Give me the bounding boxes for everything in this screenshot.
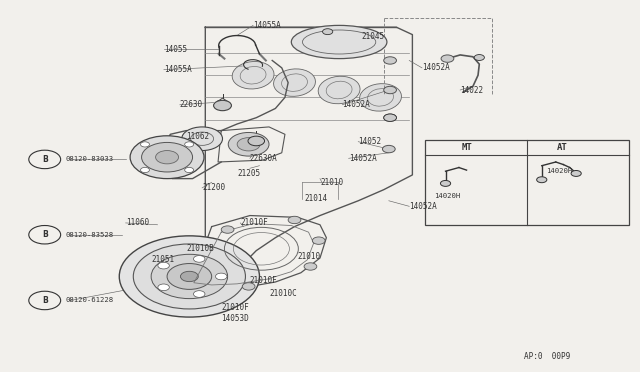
Text: 11060: 11060 xyxy=(125,218,148,227)
Text: 14020H: 14020H xyxy=(546,168,572,174)
Circle shape xyxy=(180,271,198,282)
Circle shape xyxy=(156,151,179,164)
Text: 21010B: 21010B xyxy=(186,244,214,253)
Text: B: B xyxy=(42,155,47,164)
Circle shape xyxy=(216,273,227,280)
Ellipse shape xyxy=(291,25,387,59)
Circle shape xyxy=(312,237,325,244)
Text: AT: AT xyxy=(557,143,568,152)
Circle shape xyxy=(571,170,581,176)
Text: 21010C: 21010C xyxy=(269,289,297,298)
Circle shape xyxy=(304,263,317,270)
Text: 21010F: 21010F xyxy=(241,218,268,227)
Circle shape xyxy=(141,167,150,173)
Text: 21051: 21051 xyxy=(151,255,174,264)
Text: 21045: 21045 xyxy=(362,32,385,41)
Circle shape xyxy=(228,132,269,156)
Text: 21010F: 21010F xyxy=(221,303,249,312)
Circle shape xyxy=(141,142,150,147)
Text: 14052A: 14052A xyxy=(422,63,450,72)
Text: 14055: 14055 xyxy=(164,45,187,54)
Circle shape xyxy=(29,291,61,310)
Circle shape xyxy=(288,216,301,224)
Circle shape xyxy=(167,263,212,289)
Text: 14053D: 14053D xyxy=(221,314,249,323)
Bar xyxy=(425,140,629,225)
Ellipse shape xyxy=(360,84,401,111)
Circle shape xyxy=(119,236,259,317)
Circle shape xyxy=(151,254,228,299)
Circle shape xyxy=(141,142,193,172)
Text: MT: MT xyxy=(461,143,472,152)
Circle shape xyxy=(29,225,61,244)
Circle shape xyxy=(243,283,255,290)
Circle shape xyxy=(214,100,232,111)
Text: B: B xyxy=(42,230,47,239)
Circle shape xyxy=(384,86,396,94)
Text: 08120-61228: 08120-61228 xyxy=(66,298,114,304)
Text: 21014: 21014 xyxy=(304,195,327,203)
Circle shape xyxy=(182,127,223,151)
Circle shape xyxy=(537,177,547,183)
Text: 14055A: 14055A xyxy=(164,65,191,74)
Text: B: B xyxy=(42,296,47,305)
Circle shape xyxy=(193,256,205,262)
Text: 21010: 21010 xyxy=(320,178,343,187)
Circle shape xyxy=(237,138,260,151)
Circle shape xyxy=(185,167,194,173)
Text: 14055A: 14055A xyxy=(253,21,281,30)
Circle shape xyxy=(158,284,170,291)
Text: 14020H: 14020H xyxy=(435,193,461,199)
Text: AP:0  00P9: AP:0 00P9 xyxy=(524,352,570,361)
Ellipse shape xyxy=(232,61,274,89)
Text: 14052A: 14052A xyxy=(409,202,437,211)
Text: 14052: 14052 xyxy=(358,137,381,146)
Text: 22630: 22630 xyxy=(180,100,203,109)
Text: 08120-83033: 08120-83033 xyxy=(66,156,114,163)
Text: 14052A: 14052A xyxy=(342,100,370,109)
Circle shape xyxy=(384,57,396,64)
Text: 21205: 21205 xyxy=(237,169,260,177)
Text: 22630A: 22630A xyxy=(250,154,278,163)
Circle shape xyxy=(383,145,395,153)
Circle shape xyxy=(440,180,451,186)
Circle shape xyxy=(193,291,205,297)
Ellipse shape xyxy=(273,69,316,96)
Text: 11062: 11062 xyxy=(186,132,209,141)
Text: 21010F: 21010F xyxy=(250,276,278,285)
Circle shape xyxy=(130,136,204,179)
Circle shape xyxy=(474,55,484,61)
Circle shape xyxy=(185,142,194,147)
Circle shape xyxy=(158,262,170,269)
Circle shape xyxy=(441,55,454,62)
Circle shape xyxy=(221,226,234,233)
Circle shape xyxy=(29,150,61,169)
Circle shape xyxy=(248,136,264,146)
Ellipse shape xyxy=(318,76,360,104)
Circle shape xyxy=(384,114,396,121)
Text: 14052A: 14052A xyxy=(349,154,376,163)
Circle shape xyxy=(133,244,246,309)
Circle shape xyxy=(323,29,333,35)
Text: 21200: 21200 xyxy=(202,183,225,192)
Text: 08120-83528: 08120-83528 xyxy=(66,232,114,238)
Text: 14022: 14022 xyxy=(460,86,483,94)
Circle shape xyxy=(384,114,396,121)
Text: 21010: 21010 xyxy=(298,251,321,261)
